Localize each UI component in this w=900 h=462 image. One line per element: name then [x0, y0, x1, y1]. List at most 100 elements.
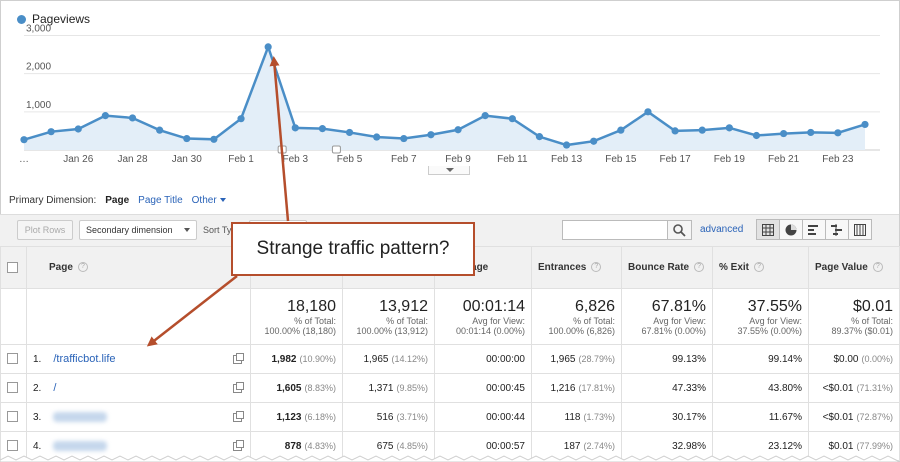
- unique-pageviews-percent: (14.12%): [391, 353, 428, 364]
- area-fill: [24, 46, 865, 151]
- x-tick-label: …: [19, 154, 29, 165]
- data-point: [481, 112, 489, 120]
- open-page-icon[interactable]: [233, 440, 244, 451]
- row-checkbox[interactable]: [7, 411, 18, 423]
- row-checkbox-cell: [0, 431, 27, 461]
- entrances-value: 118: [564, 411, 581, 423]
- unique-pageviews-value: 675: [376, 440, 394, 452]
- secondary-dimension-select[interactable]: Secondary dimension: [79, 220, 197, 240]
- bounce-rate-value: 99.13%: [672, 353, 706, 365]
- search-button[interactable]: [667, 220, 692, 240]
- row-checkbox[interactable]: [7, 382, 18, 394]
- row-checkbox[interactable]: [7, 353, 18, 365]
- primary-dimension-label: Primary Dimension:: [9, 195, 97, 206]
- data-point: [752, 131, 761, 140]
- header-entrances[interactable]: Entrances?: [531, 246, 622, 289]
- dimension-other[interactable]: Other: [192, 195, 226, 206]
- redacted-page-link[interactable]: [53, 411, 108, 422]
- pageviews-percent: (4.83%): [304, 440, 336, 451]
- pie-view-button[interactable]: [779, 219, 803, 240]
- dimension-page[interactable]: Page: [105, 195, 130, 206]
- header-page[interactable]: Page?: [26, 246, 251, 289]
- chart-legend: Pageviews: [17, 12, 90, 26]
- entrances-percent: (28.79%): [578, 353, 615, 364]
- totals-value: $0.01: [852, 297, 893, 315]
- x-tick-label: Feb 17: [660, 154, 692, 165]
- search-input[interactable]: [562, 220, 668, 240]
- entrances-cell: 118 (1.73%): [531, 402, 622, 432]
- pageviews-percent: (6.18%): [304, 411, 336, 422]
- header-bounce-rate[interactable]: Bounce Rate?: [621, 246, 713, 289]
- data-point: [725, 124, 733, 132]
- row-checkbox[interactable]: [7, 440, 18, 452]
- exit-cell: 99.14%: [712, 344, 809, 374]
- entrances-percent: (2.74%): [583, 440, 615, 451]
- dimension-page-title[interactable]: Page Title: [138, 195, 183, 206]
- collapse-chart-toggle[interactable]: [428, 166, 470, 175]
- totals-cell: 67.81% Avg for View: 67.81% (0.00%): [621, 288, 713, 345]
- open-page-icon[interactable]: [233, 353, 244, 364]
- advanced-filter-link[interactable]: advanced: [700, 224, 744, 235]
- row-index: 3.: [33, 411, 42, 423]
- y-tick-label: 1,000: [26, 100, 51, 111]
- data-point: [400, 134, 408, 143]
- pivot-view-button[interactable]: [848, 219, 872, 240]
- data-point: [318, 125, 327, 133]
- header-exit[interactable]: % Exit?: [712, 246, 809, 289]
- entrances-percent: (17.81%): [578, 382, 615, 393]
- pageviews-chart: 3,000 2,000 1,000 … Jan 26 Jan 28 Jan 30 Feb 1 F…: [19, 23, 880, 165]
- comparison-icon: [831, 224, 842, 236]
- pageviews-cell: 1,605 (8.83%): [250, 373, 343, 403]
- view-switcher: [756, 219, 872, 240]
- page-cell: 1. /trafficbot.life: [26, 344, 251, 374]
- page-value-cell: $0.00 (0.00%): [808, 344, 900, 374]
- data-point: [291, 124, 299, 132]
- redacted-page-link[interactable]: [53, 440, 108, 451]
- data-point: [590, 137, 598, 145]
- page-link[interactable]: /: [53, 382, 57, 394]
- bar-view-button[interactable]: [802, 219, 826, 240]
- legend-label: Pageviews: [32, 12, 91, 26]
- totals-value: 13,912: [379, 297, 428, 315]
- totals-sub-value: 00:01:14 (0.00%): [455, 325, 525, 336]
- entrances-value: 1,965: [550, 353, 576, 365]
- header-page-value-label: Page Value: [815, 262, 868, 273]
- exit-cell: 43.80%: [712, 373, 809, 403]
- x-tick-label: Feb 11: [497, 154, 528, 165]
- bounce-rate-value: 32.98%: [672, 440, 706, 452]
- x-tick-label: Jan 28: [118, 154, 148, 165]
- page-cell: 3.: [26, 402, 251, 432]
- open-page-icon[interactable]: [233, 382, 244, 393]
- open-page-icon[interactable]: [233, 411, 244, 422]
- totals-value: 37.55%: [747, 297, 802, 315]
- page-link[interactable]: /trafficbot.life: [53, 353, 116, 365]
- totals-sub-label: Avg for View:: [749, 315, 802, 326]
- header-page-value[interactable]: Page Value?: [808, 246, 900, 289]
- comparison-view-button[interactable]: [825, 219, 849, 240]
- data-point: [20, 136, 28, 144]
- totals-sub-value: 67.81% (0.00%): [641, 325, 706, 336]
- row-index: 2.: [33, 383, 42, 394]
- data-point: [156, 126, 164, 134]
- totals-cell: $0.01% of Total: 89.37% ($0.01): [808, 288, 900, 345]
- row-checkbox-cell: [0, 344, 27, 374]
- table-row: 2./1,605 (8.83%) 1,371 (9.85%) 00:00:45 1,216…: [0, 373, 900, 403]
- totals-cell: 37.55% Avg for View: 37.55% (0.00%): [712, 288, 809, 345]
- table-view-button[interactable]: [756, 219, 780, 240]
- page-value-percent: (77.99%): [856, 440, 893, 451]
- totals-sub-label: % of Total:: [294, 315, 336, 326]
- bounce-rate-cell: 32.98%: [621, 431, 713, 461]
- data-point: [562, 141, 571, 149]
- unique-pageviews-percent: (4.85%): [396, 440, 428, 451]
- data-point: [47, 128, 55, 136]
- pageviews-value: 878: [284, 440, 302, 452]
- page-value-cell: <$0.01 (71.31%): [808, 373, 900, 403]
- totals-sub-label: % of Total:: [851, 315, 893, 326]
- totals-value: 00:01:14: [462, 297, 525, 315]
- exit-cell: 11.67%: [712, 402, 809, 432]
- x-tick-label: Feb 7: [391, 154, 417, 165]
- totals-sub-value: 100.00% (6,826): [548, 325, 615, 336]
- select-all-checkbox[interactable]: [7, 261, 18, 273]
- plot-rows-button[interactable]: Plot Rows: [17, 220, 73, 240]
- x-tick-label: Feb 23: [822, 154, 854, 165]
